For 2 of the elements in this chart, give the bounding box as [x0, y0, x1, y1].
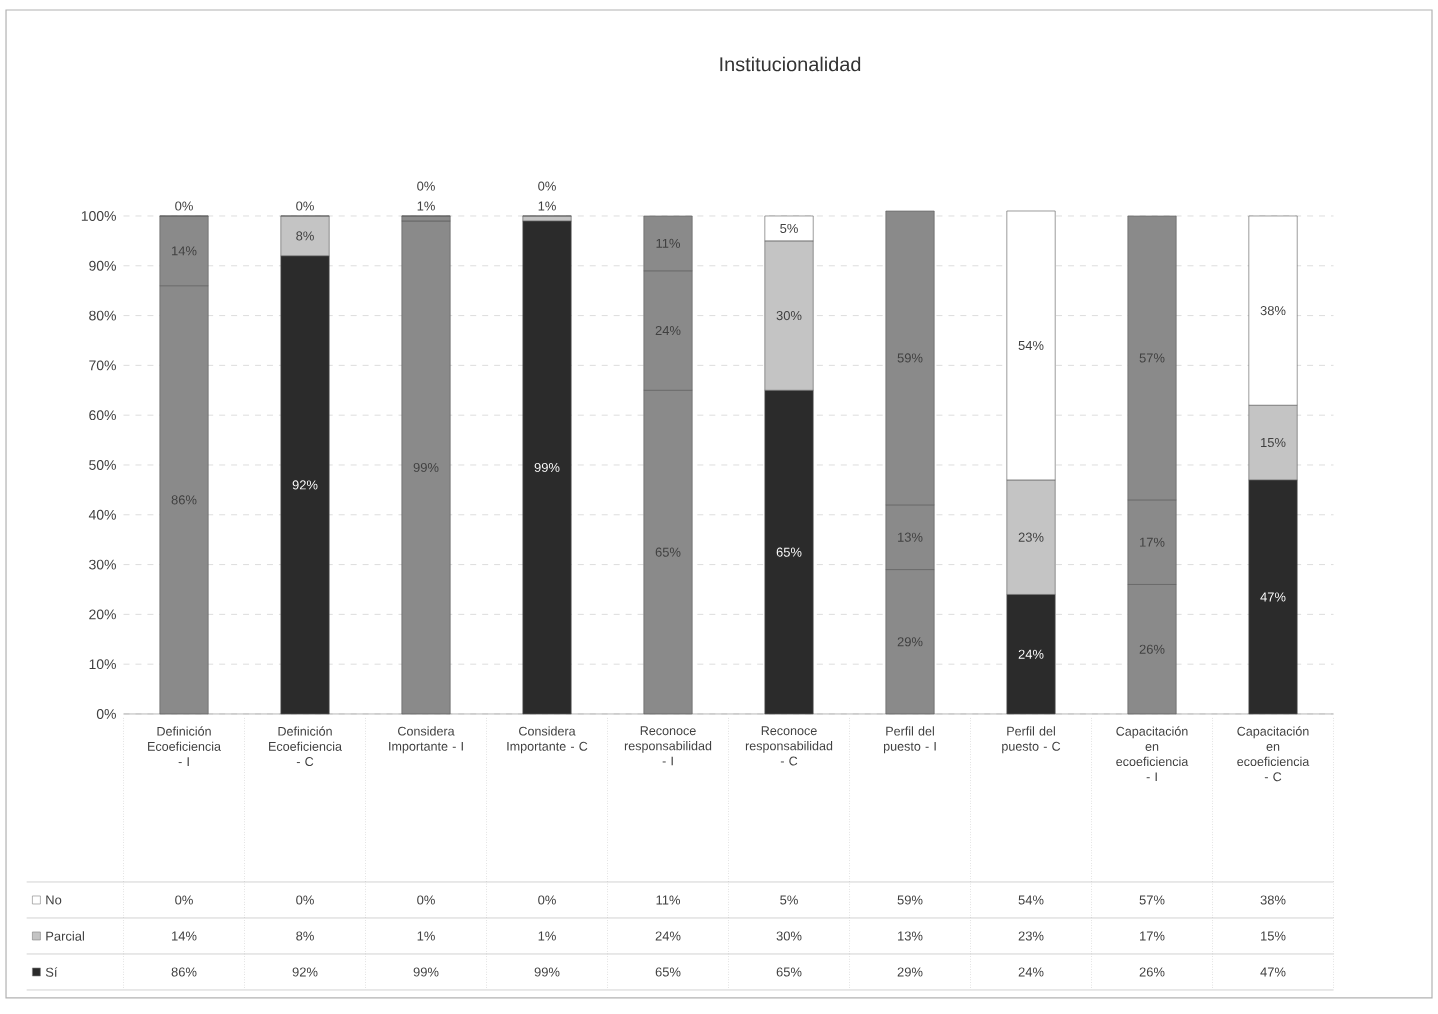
chart-title: Institucionalidad	[720, 56, 861, 72]
bar	[522, 220, 572, 715]
